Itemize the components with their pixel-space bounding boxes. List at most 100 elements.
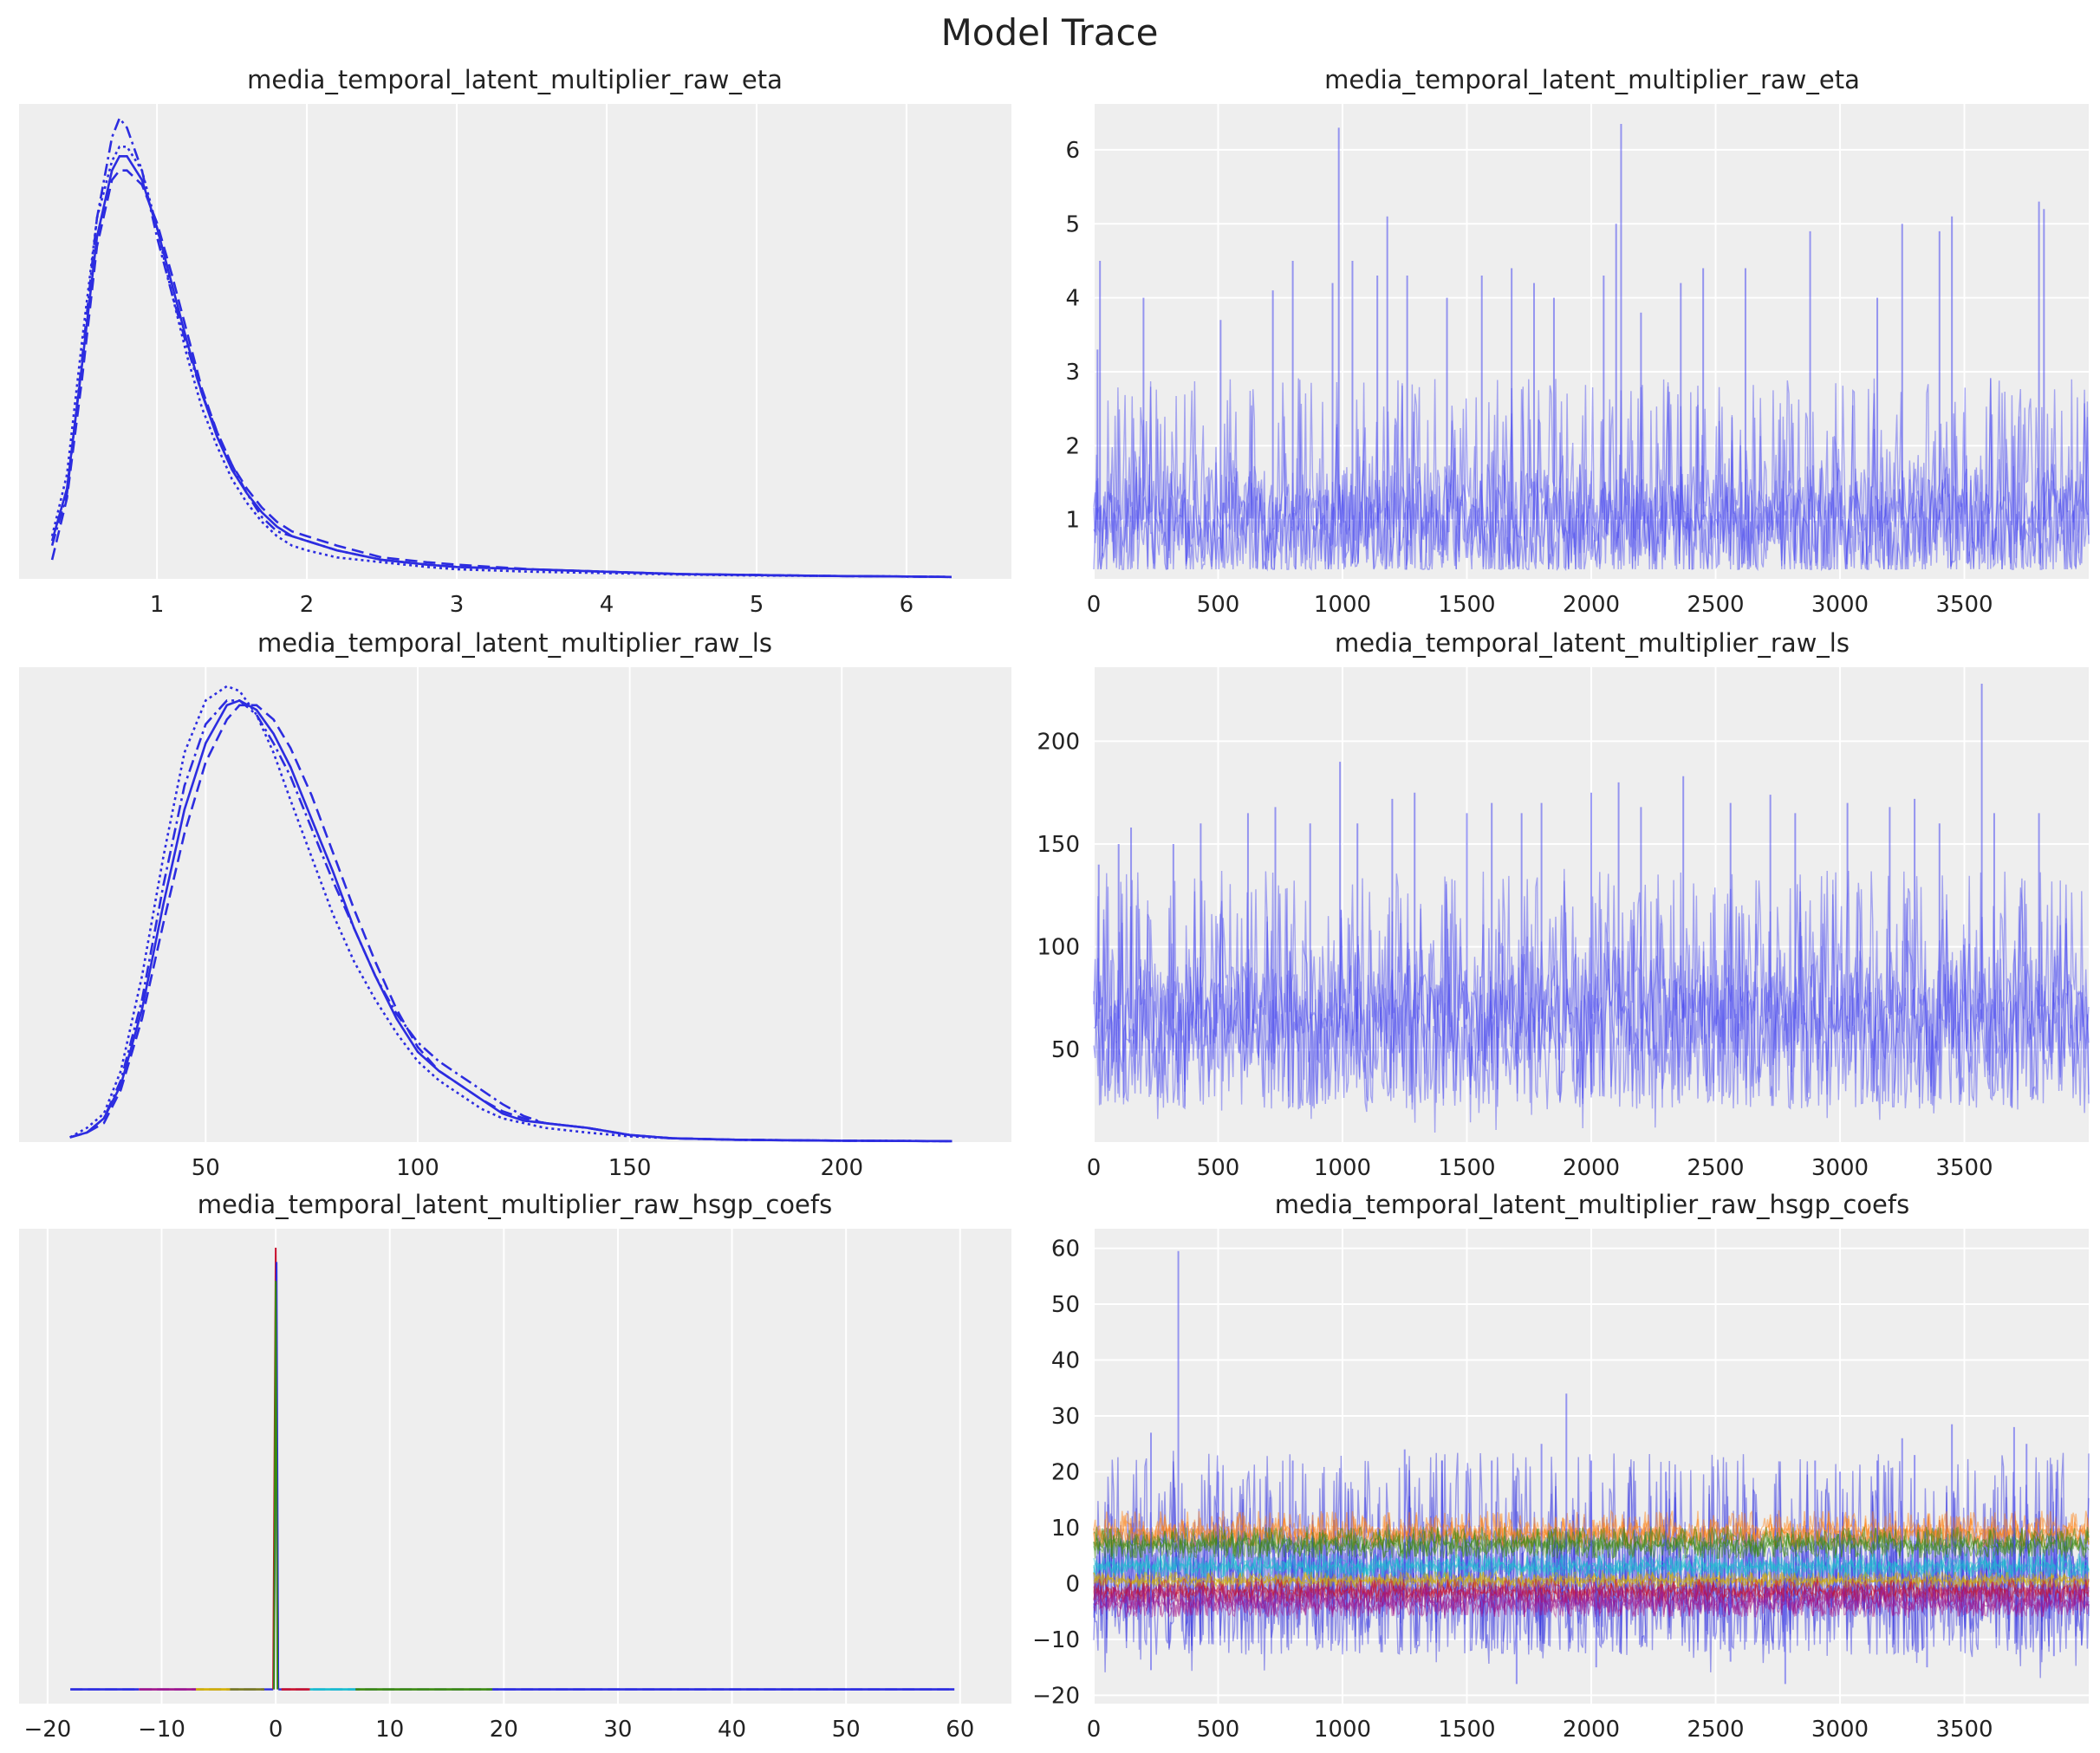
x-tick-label: 6 <box>900 592 914 618</box>
trace-line-red-chain-0 <box>1093 1576 2090 1605</box>
x-tick-label: 2500 <box>1687 1717 1744 1743</box>
panel-title-ls-density: media_temporal_latent_multiplier_raw_ls <box>257 628 772 658</box>
y-tick-label: 200 <box>1037 729 1080 755</box>
y-tick-label: 50 <box>1051 1292 1080 1318</box>
trace-line-magenta-chain-0 <box>1093 1585 2090 1619</box>
x-tick-label: −10 <box>138 1717 185 1743</box>
panel-hsgp-density: media_temporal_latent_multiplier_raw_hsg… <box>19 1190 1011 1743</box>
density-line-chain-3 <box>50 146 952 579</box>
x-tick-label: 150 <box>608 1155 652 1181</box>
x-tick-label: 3500 <box>1935 1717 1993 1743</box>
x-tick-label: 10 <box>375 1717 404 1743</box>
y-tick-label: 0 <box>1065 1571 1080 1597</box>
x-tick-label: 2500 <box>1687 592 1744 618</box>
y-tick-label: 150 <box>1037 832 1080 858</box>
panel-title-ls-trace: media_temporal_latent_multiplier_raw_ls <box>1335 628 1850 658</box>
x-tick-label: 3000 <box>1811 1155 1869 1181</box>
x-tick-label: 0 <box>1087 1155 1102 1181</box>
x-tick-label: 1000 <box>1314 1717 1371 1743</box>
x-tick-label: 4 <box>600 592 614 618</box>
trace-line-gold-chain-3 <box>1093 1570 2090 1590</box>
y-tick-label: 60 <box>1051 1237 1080 1263</box>
x-tick-label: 60 <box>946 1717 974 1743</box>
panel-ls-density: media_temporal_latent_multiplier_raw_ls … <box>19 628 1011 1181</box>
trace-line-trace_blue-chain-0 <box>1093 380 2090 572</box>
trace-line-red-chain-1 <box>1093 1578 2090 1605</box>
x-tick-label: 2500 <box>1687 1155 1744 1181</box>
y-tick-label: −10 <box>1032 1627 1080 1653</box>
trace-line-trace_blue-chain-3 <box>1093 870 2090 1128</box>
trace-line-magenta-chain-1 <box>1093 1585 2090 1619</box>
trace-line-red-chain-3 <box>1093 1576 2090 1604</box>
y-tick-label: 50 <box>1051 1037 1080 1063</box>
density-line-chain-2 <box>69 704 952 1143</box>
x-tick-label: 100 <box>396 1155 439 1181</box>
trace-line-blue-chain-1 <box>1093 1453 2090 1678</box>
figure-title: Model Trace <box>941 11 1159 54</box>
y-tick-label: −20 <box>1032 1683 1080 1709</box>
x-tick-label: 40 <box>718 1717 746 1743</box>
y-tick-label: 5 <box>1065 211 1080 237</box>
x-tick-label: 1000 <box>1314 592 1371 618</box>
trace-line-trace_blue-chain-2 <box>1093 378 2090 572</box>
y-tick-label: 100 <box>1037 935 1080 961</box>
panel-eta-trace: media_temporal_latent_multiplier_raw_eta… <box>1065 65 2090 618</box>
x-tick-label: 2000 <box>1563 1717 1620 1743</box>
x-tick-label: 1500 <box>1438 1717 1495 1743</box>
x-tick-label: 1 <box>150 592 165 618</box>
x-tick-label: 3500 <box>1935 592 1993 618</box>
x-tick-label: 1500 <box>1438 592 1495 618</box>
x-tick-label: 0 <box>1087 1717 1102 1743</box>
density-peak-green <box>273 1281 279 1690</box>
x-tick-label: 30 <box>603 1717 632 1743</box>
y-tick-label: 20 <box>1051 1459 1080 1485</box>
density-line-chain-1 <box>69 699 952 1143</box>
x-tick-label: 0 <box>1087 592 1102 618</box>
panel-hsgp-trace: media_temporal_latent_multiplier_raw_hsg… <box>1032 1190 2090 1743</box>
trace-line-gold-chain-2 <box>1093 1570 2090 1590</box>
y-tick-label: 30 <box>1051 1404 1080 1430</box>
y-tick-label: 40 <box>1051 1348 1080 1374</box>
x-tick-label: 2000 <box>1563 592 1620 618</box>
trace-line-blue-chain-0 <box>1093 1452 2090 1672</box>
trace-line-trace_blue-chain-3 <box>1093 378 2090 572</box>
x-tick-label: 200 <box>820 1155 863 1181</box>
x-tick-label: 50 <box>192 1155 220 1181</box>
trace-line-trace_blue-chain-1 <box>1093 377 2090 570</box>
panel-title-eta-trace: media_temporal_latent_multiplier_raw_eta <box>1324 65 1860 94</box>
x-tick-label: 50 <box>832 1717 861 1743</box>
x-tick-label: 1000 <box>1314 1155 1371 1181</box>
plot-area-hsgp-density <box>19 1229 1011 1704</box>
x-tick-label: 3000 <box>1811 1717 1869 1743</box>
x-tick-label: 500 <box>1197 1717 1240 1743</box>
x-tick-label: 3000 <box>1811 592 1869 618</box>
x-tick-label: 500 <box>1197 592 1240 618</box>
y-tick-label: 4 <box>1065 286 1080 312</box>
trace-line-red-chain-2 <box>1093 1575 2090 1604</box>
panel-title-eta-density: media_temporal_latent_multiplier_raw_eta <box>247 65 783 94</box>
x-tick-label: −20 <box>23 1717 71 1743</box>
density-line-chain-1 <box>50 115 952 579</box>
y-tick-label: 1 <box>1065 508 1080 534</box>
y-tick-label: 2 <box>1065 433 1080 459</box>
y-tick-label: 6 <box>1065 138 1080 164</box>
panel-title-hsgp-density: media_temporal_latent_multiplier_raw_hsg… <box>198 1190 832 1219</box>
x-tick-label: 3 <box>450 592 465 618</box>
plot-area-eta-density <box>19 104 1011 579</box>
panel-eta-density: media_temporal_latent_multiplier_raw_eta… <box>19 65 1011 618</box>
trace-line-trace_blue-chain-0 <box>1093 870 2090 1131</box>
y-tick-label: 3 <box>1065 360 1080 386</box>
x-tick-label: 1500 <box>1438 1155 1495 1181</box>
x-tick-label: 500 <box>1197 1155 1240 1181</box>
x-tick-label: 5 <box>750 592 764 618</box>
trace-line-trace_blue-chain-2 <box>1093 868 2090 1133</box>
trace-line-magenta-chain-2 <box>1093 1585 2090 1618</box>
trace-line-magenta-chain-3 <box>1093 1582 2090 1620</box>
density-line-chain-3 <box>69 685 952 1143</box>
x-tick-label: 2000 <box>1563 1155 1620 1181</box>
x-tick-label: 0 <box>269 1717 283 1743</box>
plot-area-ls-density <box>19 667 1011 1142</box>
panel-ls-trace: media_temporal_latent_multiplier_raw_ls … <box>1037 628 2090 1181</box>
y-tick-label: 10 <box>1051 1516 1080 1542</box>
